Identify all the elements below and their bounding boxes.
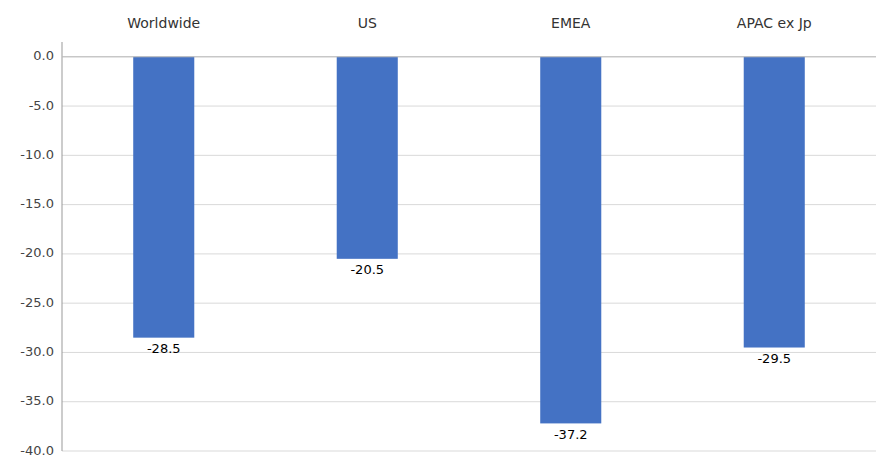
y-tick-label: -15.0: [20, 196, 54, 211]
data-label: -28.5: [147, 341, 181, 356]
category-label: APAC ex Jp: [737, 15, 812, 31]
grid-line: [62, 352, 876, 353]
y-tick-label: -35.0: [20, 393, 54, 408]
grid-line: [62, 401, 876, 402]
grid: [62, 57, 876, 451]
bars: [133, 57, 805, 424]
zero-line: [62, 56, 876, 57]
y-tick-label: 0.0: [33, 48, 54, 63]
y-axis-line: [62, 42, 63, 451]
chart-container: 0.0 -5.0 -10.0 -15.0 -20.0 -25.0 -30.0 -35.0 -40…: [0, 0, 896, 471]
bar: [133, 57, 194, 338]
y-tick-label: -5.0: [29, 98, 54, 113]
bar: [337, 57, 398, 259]
y-tick-label: -30.0: [20, 344, 54, 359]
category-label: Worldwide: [127, 15, 200, 31]
grid-line: [62, 56, 876, 57]
data-labels: -28.5 -20.5 -37.2 -29.5: [147, 262, 791, 442]
category-label: EMEA: [551, 15, 591, 31]
y-tick-label: -10.0: [20, 147, 54, 162]
y-tick-label: -40.0: [20, 443, 54, 458]
y-ticks: 0.0 -5.0 -10.0 -15.0 -20.0 -25.0 -30.0 -35.0 -40…: [20, 48, 54, 457]
data-label: -29.5: [757, 351, 791, 366]
y-tick-label: -20.0: [20, 245, 54, 260]
bar: [744, 57, 805, 348]
chart: 0.0 -5.0 -10.0 -15.0 -20.0 -25.0 -30.0 -35.0 -40…: [0, 0, 896, 471]
x-ticks: Worldwide US EMEA APAC ex Jp: [127, 15, 811, 31]
data-label: -37.2: [554, 427, 588, 442]
y-tick-label: -25.0: [20, 295, 54, 310]
category-label: US: [358, 15, 377, 31]
data-label: -20.5: [350, 262, 384, 277]
grid-line: [62, 451, 876, 452]
bar: [540, 57, 601, 424]
